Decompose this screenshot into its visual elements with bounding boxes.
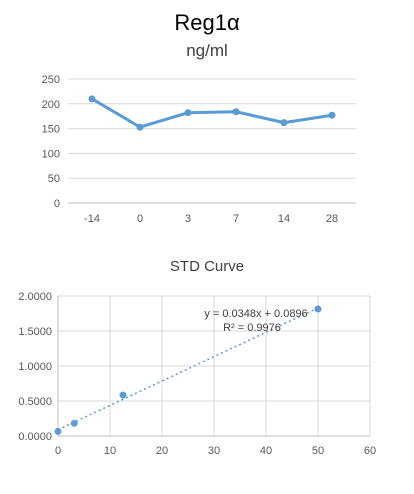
scatter-data-point: [314, 305, 322, 313]
scatter-data-point: [119, 391, 127, 399]
scatter-x-tick-label: 20: [156, 445, 168, 457]
std-curve-title: STD Curve: [169, 258, 245, 275]
scatter-y-tick-label: 1.5000: [18, 326, 52, 338]
line-x-tick-label: -14: [84, 213, 100, 225]
line-data-point: [328, 111, 336, 119]
scatter-x-tick-label: 40: [260, 445, 272, 457]
trendline-equation: y = 0.0348x + 0.0896: [204, 308, 307, 320]
scatter-y-tick-label: 1.0000: [18, 361, 52, 373]
scatter-x-tick-label: 50: [312, 445, 324, 457]
scatter-y-tick-label: 0.5000: [18, 396, 52, 408]
line-x-tick-label: 7: [233, 213, 239, 225]
line-x-tick-label: 0: [137, 213, 143, 225]
scatter-y-tick-label: 2.0000: [18, 291, 52, 303]
trendline-r-squared: R² = 0.9976: [223, 322, 281, 334]
scatter-x-tick-label: 0: [55, 445, 61, 457]
line-y-tick-label: 150: [42, 124, 60, 136]
line-x-tick-label: 28: [326, 213, 338, 225]
scatter-data-point: [70, 419, 78, 427]
line-x-tick-label: 14: [278, 213, 290, 225]
line-y-tick-label: 100: [42, 148, 60, 160]
line-data-point: [136, 123, 144, 131]
scatter-y-tick-label: 0.0000: [18, 431, 52, 443]
line-series: [91, 97, 333, 129]
line-data-point: [88, 95, 96, 103]
line-y-tick-label: 0: [54, 198, 60, 210]
line-data-point: [280, 119, 288, 127]
scatter-data-point: [54, 427, 62, 435]
line-y-tick-label: 200: [42, 99, 60, 111]
line-data-point: [184, 109, 192, 117]
chart-subtitle: ng/ml: [186, 41, 228, 60]
scatter-x-tick-label: 10: [104, 445, 116, 457]
chart-title: Reg1α: [174, 10, 240, 35]
scatter-x-tick-label: 30: [208, 445, 220, 457]
line-x-tick-label: 3: [185, 213, 191, 225]
line-y-tick-label: 250: [42, 74, 60, 86]
line-data-point: [232, 108, 240, 116]
line-y-tick-label: 50: [48, 173, 60, 185]
scatter-x-tick-label: 60: [364, 445, 376, 457]
